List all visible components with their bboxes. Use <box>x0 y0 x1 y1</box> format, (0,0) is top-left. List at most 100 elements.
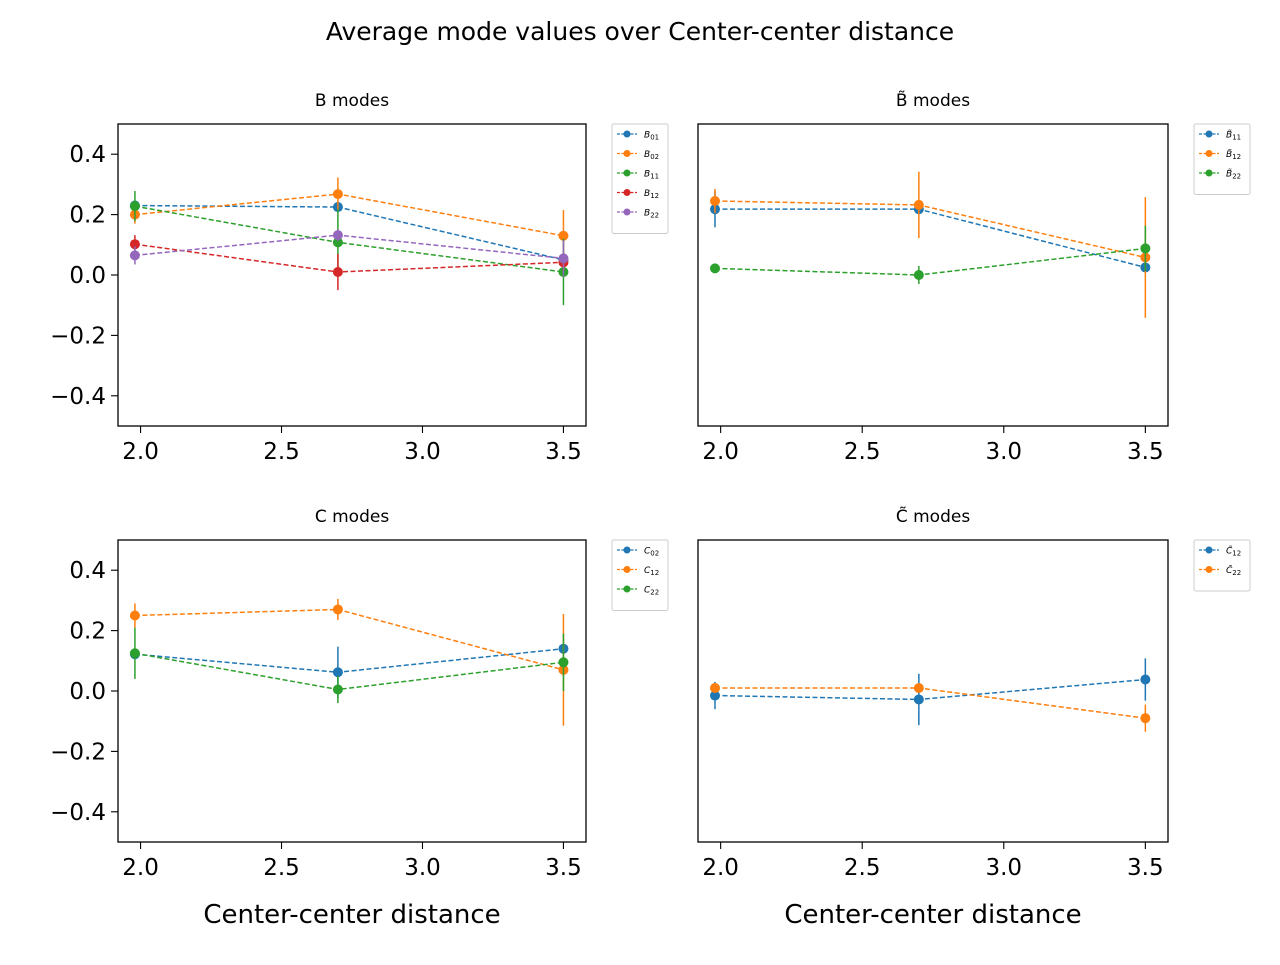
data-point <box>129 250 140 261</box>
data-point <box>709 682 720 693</box>
legend-label: B01 <box>644 131 659 142</box>
legend-box <box>611 539 669 611</box>
data-point <box>332 667 343 678</box>
legend-entry: C12 <box>617 566 659 577</box>
x-tick-label: 2.0 <box>122 439 159 465</box>
series-B̃11 <box>709 191 1151 273</box>
legend-label: C02 <box>644 547 659 558</box>
legend-marker <box>1205 169 1213 177</box>
x-tick-label: 3.0 <box>985 439 1022 465</box>
data-point <box>709 263 720 274</box>
x-tick-label: 2.5 <box>844 439 881 465</box>
series-line <box>714 247 1146 276</box>
data-point <box>129 610 140 621</box>
data-point <box>332 604 343 615</box>
series-B01 <box>129 200 569 266</box>
data-point <box>332 684 343 695</box>
legend-label: C̃22 <box>1226 564 1241 577</box>
y-tick-label: 0.2 <box>69 619 106 645</box>
series-B̃22 <box>709 225 1151 285</box>
series-B22 <box>129 229 569 277</box>
data-point <box>709 196 720 207</box>
panel-title: B̃ modes <box>896 90 970 111</box>
legend-marker <box>1205 130 1213 138</box>
legend-entry: C̃12 <box>1199 545 1241 558</box>
panel-title: C modes <box>315 507 389 527</box>
series-C12 <box>129 598 569 726</box>
data-point <box>558 230 569 241</box>
x-tick-label: 3.0 <box>985 855 1022 881</box>
legend-marker <box>623 585 631 593</box>
legend-marker <box>1205 566 1213 573</box>
x-axis-label: Center-center distance <box>784 900 1081 930</box>
plot-area <box>129 598 569 726</box>
legend: C02 C12 C22 <box>611 539 669 611</box>
series-line <box>714 678 1146 701</box>
series-B̃12 <box>709 171 1151 318</box>
legend-entry: B01 <box>617 130 659 142</box>
series-line <box>134 234 564 260</box>
x-tick-label: 2.5 <box>263 855 300 881</box>
axes-frame <box>697 539 1169 843</box>
series-line <box>714 208 1146 269</box>
series-C22 <box>129 627 569 704</box>
y-tick-label: 0.0 <box>69 679 106 705</box>
series-line <box>134 608 564 671</box>
legend-marker <box>623 130 631 138</box>
x-tick-label: 2.0 <box>702 855 739 881</box>
axes-frame <box>697 123 1169 427</box>
data-point <box>913 270 924 280</box>
legend-entry: C̃22 <box>1199 564 1241 577</box>
legend-box <box>611 123 669 234</box>
series-C02 <box>129 643 569 698</box>
plot-area <box>129 177 569 306</box>
legend-marker <box>1205 150 1213 157</box>
y-tick-label: −0.2 <box>50 739 106 765</box>
legend: C̃12 C̃22 <box>1193 539 1251 592</box>
legend-entry: B̃22 <box>1199 168 1241 181</box>
x-tick-label: 3.5 <box>1127 439 1164 465</box>
series-line <box>134 193 564 237</box>
data-point <box>129 239 140 250</box>
legend-entry: B̃12 <box>1199 148 1241 161</box>
legend-entry: C22 <box>617 585 659 597</box>
series-C̃22 <box>709 682 1151 732</box>
y-tick-label: −0.4 <box>50 800 106 826</box>
legend: B̃11 B̃12 B̃22 <box>1193 123 1251 195</box>
legend-label: B22 <box>644 209 659 220</box>
plot-area <box>709 171 1151 318</box>
data-point <box>129 648 140 659</box>
x-tick-label: 2.5 <box>844 855 881 881</box>
legend-marker <box>1205 546 1213 554</box>
legend-entry: B̃11 <box>1199 129 1241 142</box>
legend-entry: B02 <box>617 150 659 161</box>
axes-frame <box>117 123 587 427</box>
x-tick-label: 3.5 <box>545 439 582 465</box>
panel-3: C modes 2.0 2.5 3.0 3.5 0.4 0.2 0.0 −0.2 −0.4 Cent… <box>50 507 669 930</box>
y-tick-label: 0.4 <box>69 558 106 584</box>
legend-label: C̃12 <box>1226 545 1241 558</box>
y-tick-label: −0.2 <box>50 323 106 349</box>
legend-entry: B11 <box>617 169 659 181</box>
legend-label: C22 <box>644 586 659 597</box>
legend-entry: B12 <box>617 189 659 200</box>
legend-label: B02 <box>644 150 659 161</box>
data-point <box>913 682 924 693</box>
y-tick-label: 0.2 <box>69 203 106 229</box>
legend-box <box>1193 123 1251 195</box>
legend-marker <box>623 546 631 554</box>
data-point <box>1140 713 1151 724</box>
series-line <box>134 204 564 261</box>
data-point <box>332 230 343 241</box>
x-tick-label: 3.0 <box>404 439 441 465</box>
data-point <box>332 266 343 277</box>
x-tick-label: 3.0 <box>404 855 441 881</box>
panel-2: B̃ modes 2.0 2.5 3.0 3.5 B̃11 B̃12 B̃22 <box>697 90 1251 465</box>
legend-entry: C02 <box>617 546 659 558</box>
series-C̃12 <box>709 658 1151 726</box>
data-point <box>913 199 924 210</box>
plot-area <box>709 658 1151 732</box>
legend-label: B̃22 <box>1226 168 1241 181</box>
